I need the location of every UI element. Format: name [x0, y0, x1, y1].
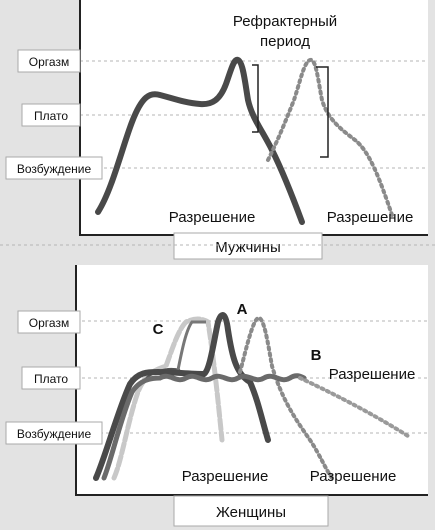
women-excitement-label: Возбуждение — [17, 427, 92, 441]
women-caption-box — [173, 495, 329, 527]
men-orgasm-label: Оргазм — [29, 55, 69, 69]
women-curve-b-resolution — [298, 376, 410, 438]
men-excitement-box — [5, 156, 103, 180]
women-curve-c-peak-outline — [176, 320, 206, 371]
men-refractory-bracket-2 — [316, 66, 329, 158]
men-resolution-label-1: Разрешение — [169, 209, 256, 226]
men-second-orgasm-curve — [266, 58, 394, 217]
women-resolution-b-label: Разрешение — [329, 366, 416, 383]
men-panel: Оргазм Плато Возбуждение Рефрактерный пе… — [5, 0, 428, 260]
men-resolution-label-2: Разрешение — [327, 209, 414, 226]
men-orgasm-box — [17, 49, 81, 73]
women-orgasm-label: Оргазм — [29, 316, 69, 330]
women-curve-b — [101, 373, 307, 481]
men-plateau-label: Плато — [34, 109, 68, 123]
women-orgasm-box — [17, 310, 81, 334]
women-panel: Оргазм Плато Возбуждение A B C Разрешени… — [5, 265, 428, 527]
refractory-label-line2: период — [260, 33, 310, 50]
refractory-label-line1: Рефрактерный — [233, 13, 337, 30]
women-curve-a-multiple — [238, 316, 334, 480]
women-resolution-label-1: Разрешение — [182, 468, 269, 485]
women-caption: Женщины — [216, 504, 286, 521]
women-curve-a-label: A — [237, 301, 248, 318]
men-refractory-bracket-1 — [252, 64, 259, 133]
women-excitement-box — [5, 421, 103, 445]
women-resolution-label-2: Разрешение — [310, 468, 397, 485]
women-curve-b-label: B — [311, 347, 322, 364]
men-excitement-label: Возбуждение — [17, 162, 92, 176]
men-caption-box — [173, 232, 323, 260]
women-plateau-box — [21, 366, 81, 390]
women-curve-c-label: C — [153, 321, 164, 338]
men-caption: Мужчины — [215, 239, 280, 256]
men-response-curve — [95, 56, 305, 225]
men-plateau-box — [21, 103, 81, 127]
women-plateau-label: Плато — [34, 372, 68, 386]
